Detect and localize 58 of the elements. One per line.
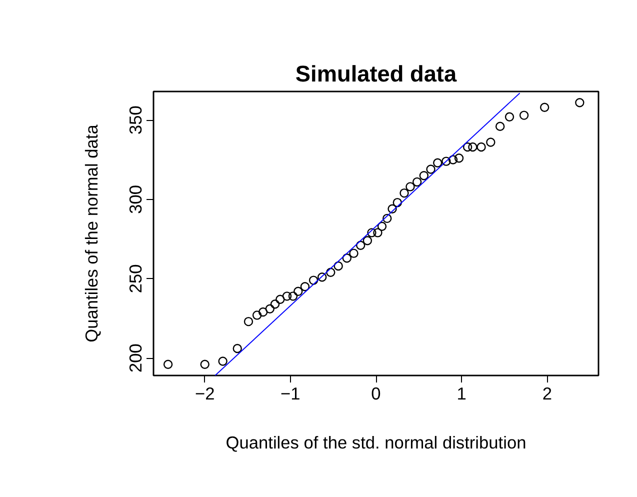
point bbox=[433, 158, 442, 168]
point bbox=[252, 310, 262, 320]
point bbox=[308, 276, 318, 285]
point bbox=[400, 188, 409, 198]
x-axis-title: Quantiles of the std. normal distribution bbox=[226, 432, 526, 452]
point bbox=[232, 344, 242, 354]
point bbox=[575, 98, 584, 108]
x-tick-label: −1 bbox=[280, 384, 300, 404]
point bbox=[276, 294, 285, 304]
point bbox=[454, 154, 464, 163]
point bbox=[462, 142, 472, 152]
y-axis-title: Quantiles of the normal data bbox=[82, 124, 102, 342]
point bbox=[486, 138, 496, 147]
point bbox=[412, 177, 422, 187]
point bbox=[426, 164, 436, 174]
point bbox=[218, 356, 228, 366]
point bbox=[419, 170, 429, 180]
point bbox=[476, 142, 486, 152]
point bbox=[258, 307, 268, 317]
x-tick-label: 2 bbox=[542, 384, 552, 404]
y-tick-label: 200 bbox=[126, 344, 146, 373]
point bbox=[163, 360, 173, 369]
point bbox=[540, 102, 550, 112]
y-tick-label: 250 bbox=[126, 264, 146, 294]
point bbox=[294, 286, 303, 296]
point bbox=[317, 272, 327, 282]
point bbox=[367, 228, 376, 238]
point bbox=[265, 304, 274, 314]
point bbox=[349, 248, 358, 258]
point bbox=[200, 360, 210, 369]
point bbox=[448, 155, 458, 164]
point bbox=[504, 112, 514, 122]
point bbox=[282, 292, 292, 301]
point bbox=[495, 122, 505, 131]
point bbox=[388, 204, 397, 214]
x-tick-label: −2 bbox=[194, 384, 215, 404]
point bbox=[300, 282, 310, 292]
point bbox=[373, 228, 382, 238]
point bbox=[356, 240, 366, 250]
point bbox=[519, 110, 529, 120]
point bbox=[270, 300, 280, 309]
point bbox=[362, 236, 372, 246]
point bbox=[377, 222, 387, 231]
y-tick-label: 350 bbox=[126, 106, 146, 135]
point bbox=[442, 156, 451, 166]
point bbox=[326, 268, 336, 277]
point bbox=[244, 316, 254, 326]
point bbox=[342, 254, 352, 263]
point bbox=[468, 142, 478, 152]
point bbox=[288, 292, 298, 301]
chart-title: Simulated data bbox=[295, 60, 457, 86]
y-tick-label: 300 bbox=[126, 184, 146, 214]
point bbox=[334, 261, 343, 271]
x-tick-label: 1 bbox=[456, 384, 466, 404]
point bbox=[406, 182, 415, 192]
point bbox=[392, 198, 402, 208]
x-tick-label: 0 bbox=[371, 384, 381, 404]
point bbox=[382, 214, 392, 224]
